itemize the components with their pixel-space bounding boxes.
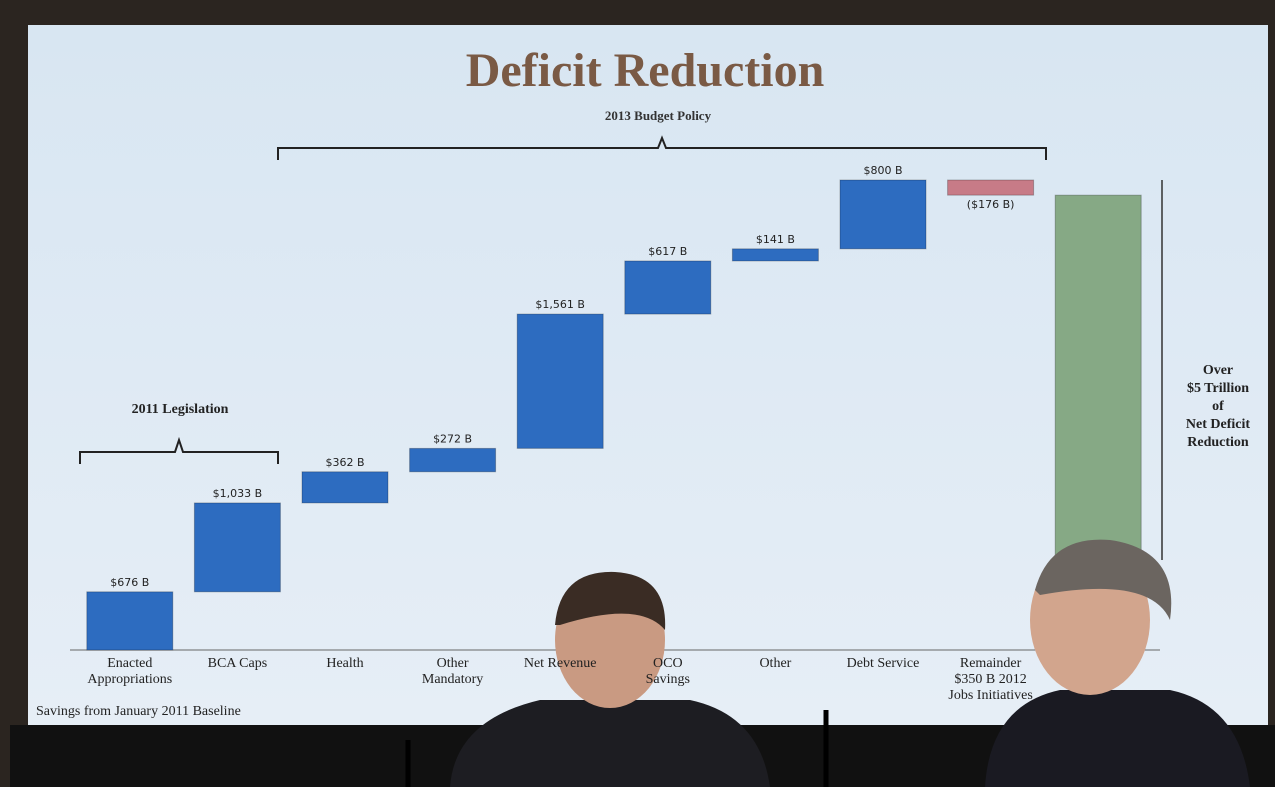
- x-tick-label: Other: [715, 656, 835, 672]
- value-label: $141 B: [756, 233, 795, 246]
- x-tick-label: Health: [285, 656, 405, 672]
- x-tick-label: Debt Service: [823, 656, 943, 672]
- value-label: $1,561 B: [535, 298, 585, 311]
- x-tick-label: OCO Savings: [608, 656, 728, 688]
- value-label: $800 B: [863, 164, 902, 177]
- bar: [517, 314, 603, 448]
- bar: [194, 503, 280, 592]
- chart-title: Deficit Reduction: [466, 44, 825, 97]
- bar: [87, 592, 173, 650]
- x-tick-label: BCA Caps: [177, 656, 297, 672]
- x-tick-label: Other Mandatory: [393, 656, 513, 688]
- value-label: $676 B: [110, 576, 149, 589]
- photo: Deficit Reduction 2013 Budget Policy 201…: [0, 0, 1275, 787]
- value-label: $272 B: [433, 432, 472, 445]
- footnote: Savings from January 2011 Baseline: [36, 704, 241, 720]
- x-tick-label: Remainder $350 B 2012 Jobs Initiatives: [931, 656, 1051, 704]
- bar: [732, 249, 818, 261]
- x-tick-label: Net Revenue: [500, 656, 620, 672]
- bar: [948, 180, 1034, 195]
- value-label: $617 B: [648, 245, 687, 258]
- annotation: 2011 Legislation: [132, 402, 229, 417]
- value-label: ($176 B): [967, 198, 1015, 211]
- value-label: $362 B: [325, 456, 364, 469]
- annotation: Over $5 Trillion of Net Deficit Reductio…: [1168, 362, 1268, 452]
- value-label: $1,033 B: [213, 487, 263, 500]
- x-tick-label: Enacted Appropriations: [70, 656, 190, 688]
- bar: [625, 261, 711, 314]
- bar: [840, 180, 926, 249]
- chart-subtitle: 2013 Budget Policy: [605, 108, 712, 123]
- bar: [302, 472, 388, 503]
- bar: [410, 448, 496, 471]
